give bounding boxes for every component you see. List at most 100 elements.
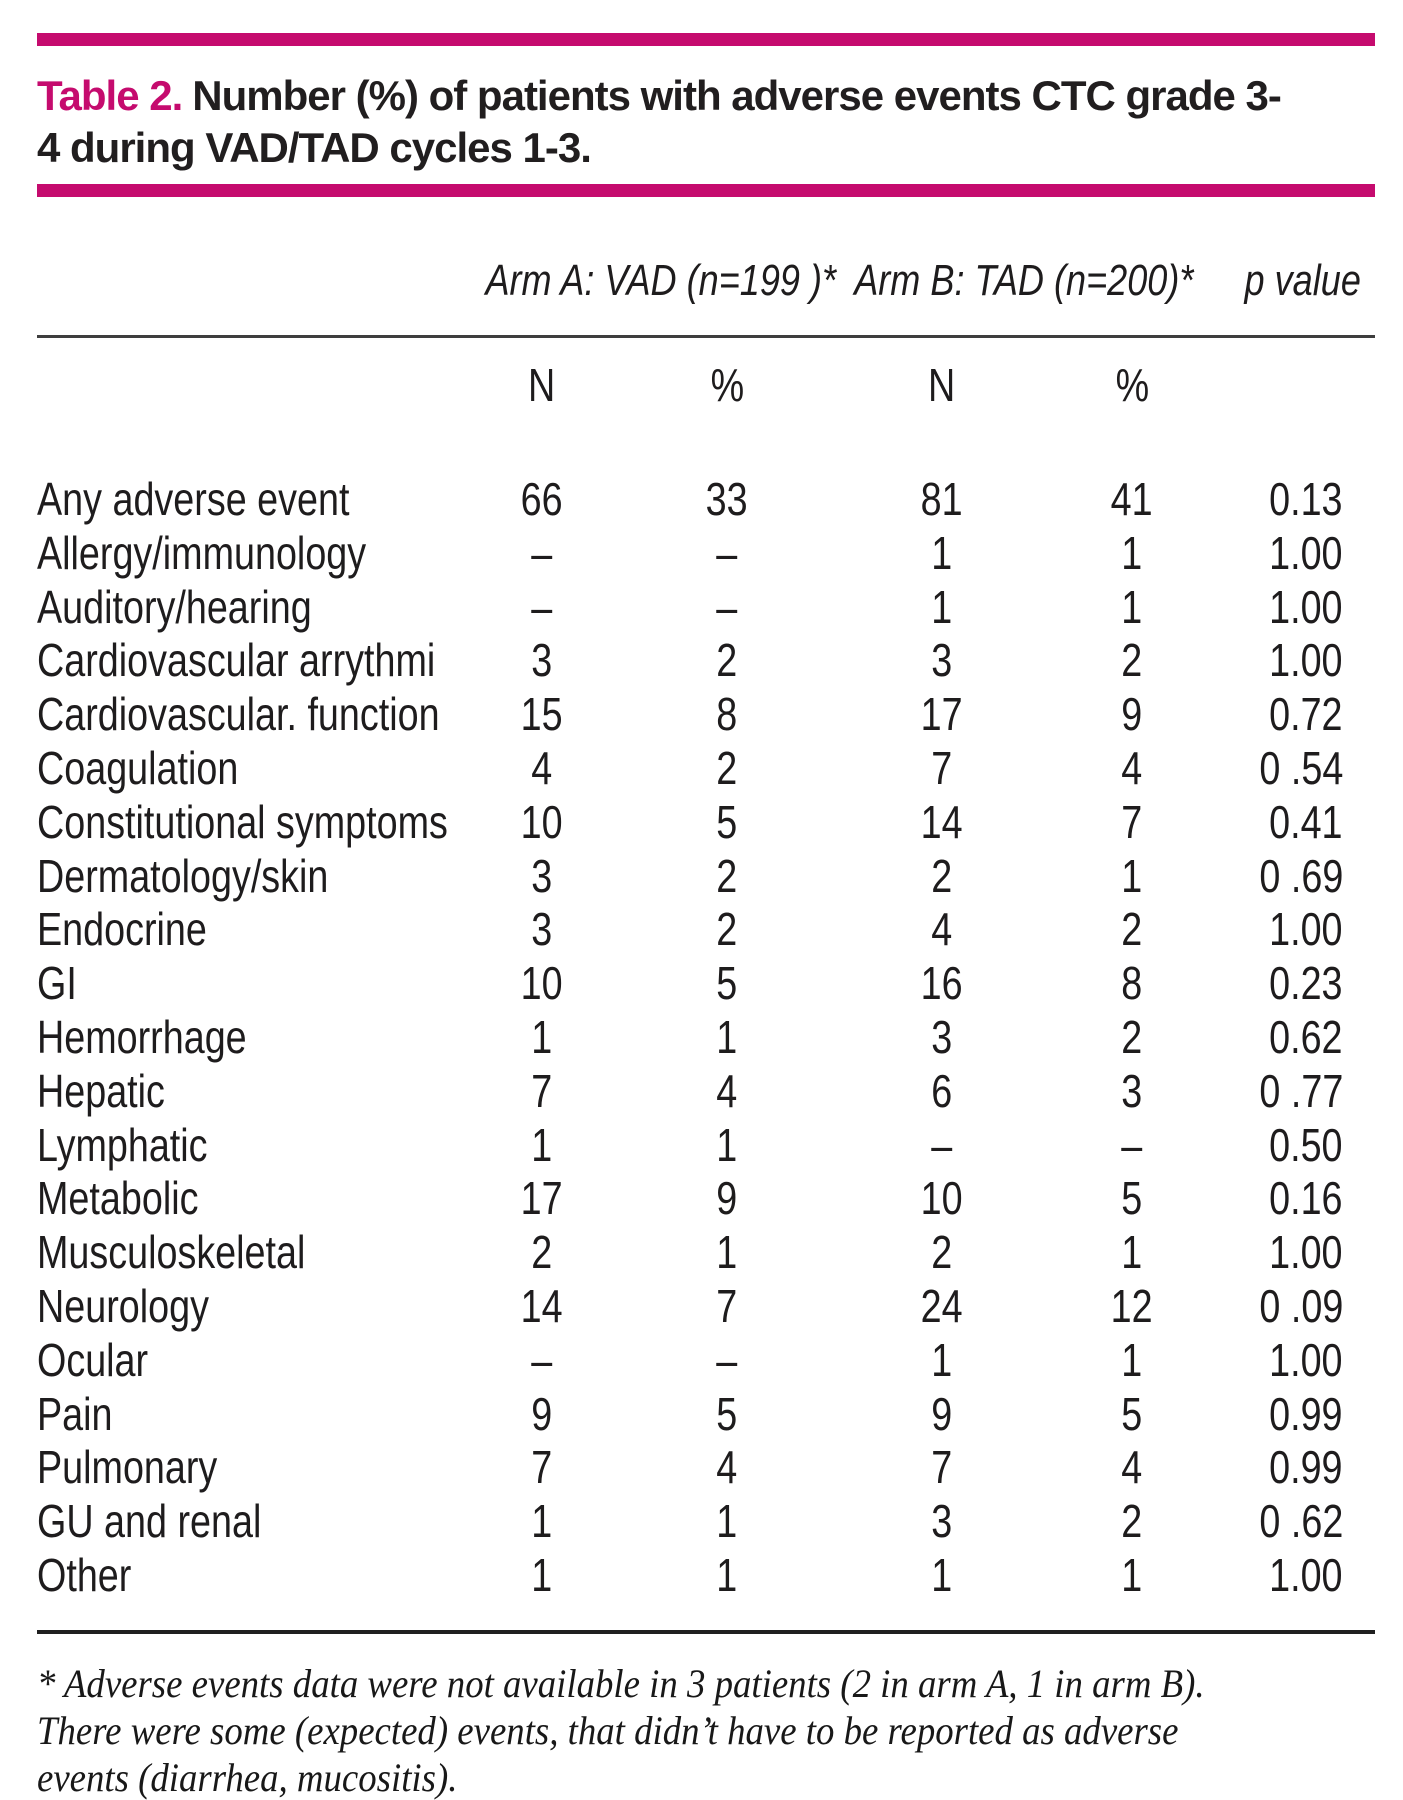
arm-a-pct-value: 4 [716,1064,738,1117]
arm-b-n-value: 9 [931,1387,953,1440]
arm-b-n-value: 1 [931,1548,953,1601]
arm-a-n-value: 14 [521,1279,563,1332]
arm-b-pct-value: 9 [1121,688,1143,741]
table-row: Hemorrhage 1 1 3 2 0.62 [37,1010,1375,1064]
p-value: 0 .69 [1259,849,1343,902]
arm-b-pct-value: 1 [1121,1548,1143,1601]
row-label: Lymphatic [37,1118,208,1171]
title-line-1: Table 2. Number (%) of patients with adve… [37,72,1282,119]
arm-b-pct-value: 1 [1121,849,1143,902]
arm-a-n-value: 1 [531,1010,553,1063]
p-value: 1.00 [1269,526,1343,579]
p-value: 0 .62 [1259,1495,1343,1548]
subheader-row: N % N % [37,362,1375,408]
arm-a-n-value: 10 [521,795,563,848]
arm-b-n-value: 2 [931,849,953,902]
arm-b-pct-value: 2 [1121,1495,1143,1548]
arm-b-n-value: 16 [921,957,963,1010]
arm-b-pct-value: 12 [1111,1279,1153,1332]
arm-b-pct-value: 7 [1121,795,1143,848]
arm-a-pct-value: 9 [716,1172,738,1225]
arm-a-pct-value: – [716,1333,738,1386]
arm-a-n-value: 1 [531,1548,553,1601]
arm-b-pct-value: 1 [1121,1333,1143,1386]
p-value: 0.13 [1269,473,1343,525]
top-accent-bar [37,33,1375,46]
arm-a-pct-value: 2 [716,741,738,794]
row-label: Cardiovascular arrythmi [37,634,436,687]
arm-a-n-value: 66 [521,473,563,525]
row-label: Pain [37,1387,113,1440]
arm-b-n-value: 17 [921,688,963,741]
arm-a-n-value: 17 [521,1172,563,1225]
table-row: Cardiovascular. function 15 8 17 9 0.72 [37,687,1375,741]
row-label-spacer [37,362,447,408]
arm-b-n-value: 1 [931,1333,953,1386]
arm-a-pct-value: 2 [716,634,738,687]
p-value: 0.72 [1269,688,1343,741]
table-row: Pulmonary 7 4 7 4 0.99 [37,1440,1375,1494]
arm-a-pct-value: – [716,526,738,579]
p-value: 0 .09 [1259,1279,1343,1332]
arm-a-n-value: 3 [531,849,553,902]
arm-a-n-header: N [528,359,556,411]
row-label: Neurology [37,1279,209,1332]
arm-a-pct-value: 5 [716,957,738,1010]
arm-b-pct-value: 4 [1121,1441,1143,1494]
row-label: Pulmonary [37,1441,218,1494]
arm-a-pct-value: 33 [706,473,748,525]
arm-a-pct-value: 2 [716,849,738,902]
arm-b-group-header: Arm B: TAD (n=200)* [854,256,1194,305]
arm-b-pct-value: 4 [1121,741,1143,794]
arm-b-n-value: 3 [931,634,953,687]
arm-a-pct-header: % [710,359,744,411]
row-label: Ocular [37,1333,149,1386]
footnote-line: There were some (expected) events, that … [37,1707,1179,1753]
arm-b-pct-value: 41 [1111,473,1153,525]
arm-a-group-header: Arm A: VAD (n=199 )* [485,256,837,305]
arm-a-pct-value: 5 [716,795,738,848]
arm-b-pct-value: 1 [1121,580,1143,633]
row-label: GU and renal [37,1495,262,1548]
table-row: Any adverse event 66 33 81 41 0.13 [37,472,1375,526]
title-accent-bar [37,184,1375,197]
arm-b-pct-value: 5 [1121,1172,1143,1225]
p-value: 0.50 [1269,1118,1343,1171]
row-label: Constitutional symptoms [37,795,448,848]
arm-b-pct-value: 5 [1121,1387,1143,1440]
table-row: Lymphatic 1 1 – – 0.50 [37,1118,1375,1172]
table-figure: Table 2. Number (%) of patients with adve… [37,33,1375,1800]
arm-b-n-value: 81 [921,473,963,525]
arm-a-pct-value: 1 [716,1548,738,1601]
arm-b-n-value: 3 [931,1010,953,1063]
arm-a-pct-value: 1 [716,1118,738,1171]
row-label: Coagulation [37,741,239,794]
p-value: 0 .54 [1259,741,1343,794]
arm-b-n-value: 4 [931,903,953,956]
title-text-line-1: Number (%) of patients with adverse even… [192,72,1282,119]
arm-b-pct-value: 2 [1121,903,1143,956]
arm-a-n-value: – [531,526,553,579]
table-row: Musculoskeletal 2 1 2 1 1.00 [37,1225,1375,1279]
row-label: Auditory/hearing [37,580,312,633]
p-value: 1.00 [1269,634,1343,687]
table-row: Ocular – – 1 1 1.00 [37,1333,1375,1387]
arm-a-pct-value: 5 [716,1387,738,1440]
table-row: Pain 9 5 9 5 0.99 [37,1387,1375,1441]
p-value: 1.00 [1269,903,1343,956]
table-row: Allergy/immunology – – 1 1 1.00 [37,526,1375,580]
arm-b-n-value: 10 [921,1172,963,1225]
row-label: Hemorrhage [37,1010,247,1063]
table-row: Coagulation 4 2 7 4 0 .54 [37,741,1375,795]
arm-b-n-value: 24 [921,1279,963,1332]
arm-a-n-value: 15 [521,688,563,741]
arm-a-n-value: 3 [531,903,553,956]
table-row: Cardiovascular arrythmi 3 2 3 2 1.00 [37,633,1375,687]
arm-a-n-value: 4 [531,741,553,794]
arm-b-n-value: 1 [931,526,953,579]
p-value: 0.62 [1269,1010,1343,1063]
table-number-label: Table 2. [37,72,183,119]
arm-a-n-value: 7 [531,1064,553,1117]
footer-rule [37,1629,1375,1634]
